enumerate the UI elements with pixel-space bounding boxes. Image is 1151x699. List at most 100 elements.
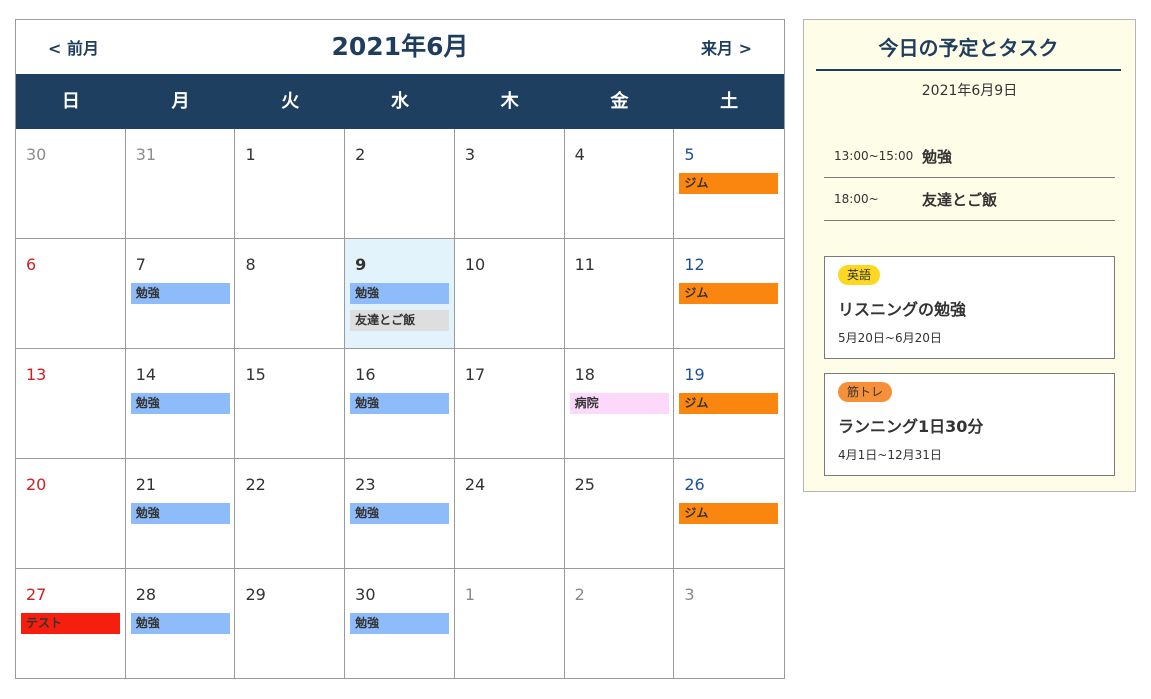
task-card[interactable]: 筋トレ ランニング1日30分 4月1日~12月31日 (824, 373, 1115, 476)
calendar-day[interactable]: 23 勉強 (345, 459, 455, 569)
task-date-range: 4月1日~12月31日 (838, 448, 942, 462)
event-bar[interactable]: 友達とご飯 (350, 310, 450, 331)
calendar-day[interactable]: 17 (454, 349, 565, 459)
weekday-label: 月 (171, 91, 190, 112)
day-number: 18 (574, 365, 595, 384)
calendar-day[interactable]: 28 勉強 (126, 569, 236, 678)
calendar-week: 30 31 1 2 3 4 5 ジム (16, 129, 785, 239)
schedule-item[interactable]: 18:00~ 友達とご飯 (824, 178, 1115, 221)
calendar-day[interactable]: 25 (564, 459, 675, 569)
day-events: 勉強 (130, 613, 230, 640)
day-number: 30 (355, 585, 376, 604)
calendar-day[interactable]: 27 テスト (16, 569, 126, 678)
task-tag: 英語 (838, 265, 881, 285)
day-number: 16 (355, 365, 376, 384)
calendar-day[interactable]: 5 ジム (674, 129, 785, 239)
event-bar[interactable]: ジム (679, 283, 779, 304)
calendar-day[interactable]: 18 病院 (564, 349, 675, 459)
panel-title: 今日の予定とタスク (816, 32, 1121, 71)
day-events: ジム (679, 503, 779, 530)
day-events: 勉強 (130, 283, 230, 310)
panel-date: 2021年6月9日 (921, 83, 1018, 99)
weekday-label: 木 (500, 91, 519, 112)
calendar-day[interactable]: 4 (564, 129, 675, 239)
calendar-day-today[interactable]: 9 勉強友達とご飯 (345, 239, 455, 349)
prev-month-link[interactable]: < 前月 (48, 39, 99, 58)
day-number: 1 (245, 145, 256, 164)
calendar-day[interactable]: 1 (235, 129, 346, 239)
day-number: 13 (26, 365, 47, 384)
calendar-day[interactable]: 31 (125, 129, 236, 239)
calendar-day[interactable]: 11 (564, 239, 675, 349)
day-number: 3 (464, 145, 476, 164)
calendar-day[interactable]: 19 ジム (674, 349, 785, 459)
event-bar[interactable]: 勉強 (130, 283, 230, 304)
calendar: < 前月 来月 > 2021年6月 日月火水木金土 30 31 1 2 3 4 5 ジム 6 7 勉… (15, 19, 785, 679)
day-number: 5 (684, 145, 695, 164)
calendar-day[interactable]: 6 (16, 239, 126, 349)
calendar-day[interactable]: 24 (454, 459, 565, 569)
event-bar[interactable]: 勉強 (130, 503, 230, 524)
calendar-day[interactable]: 30 (16, 129, 126, 239)
schedule-time: 18:00~ (834, 192, 879, 206)
event-bar[interactable]: 病院 (569, 393, 669, 414)
calendar-day[interactable]: 8 (235, 239, 346, 349)
day-number: 23 (355, 475, 376, 494)
calendar-day[interactable]: 7 勉強 (125, 239, 236, 349)
day-number: 10 (464, 255, 486, 274)
day-number: 2 (355, 145, 366, 164)
event-bar[interactable]: 勉強 (350, 393, 450, 414)
calendar-day[interactable]: 3 (674, 569, 784, 678)
calendar-day[interactable]: 12 ジム (674, 239, 785, 349)
day-number: 30 (26, 145, 47, 164)
calendar-day[interactable]: 2 (565, 569, 675, 678)
day-number: 12 (684, 255, 705, 274)
calendar-day[interactable]: 3 (454, 129, 565, 239)
day-events: テスト (21, 613, 120, 640)
calendar-day[interactable]: 15 (235, 349, 346, 459)
day-number: 9 (355, 255, 367, 274)
task-card[interactable]: 英語 リスニングの勉強 5月20日~6月20日 (824, 256, 1115, 359)
calendar-day[interactable]: 13 (16, 349, 126, 459)
calendar-day[interactable]: 14 勉強 (125, 349, 236, 459)
day-events: 勉強 (130, 503, 230, 530)
calendar-day[interactable]: 20 (16, 459, 126, 569)
schedule-title: 勉強 (922, 147, 953, 166)
day-number: 15 (245, 365, 266, 384)
calendar-day[interactable]: 2 (345, 129, 455, 239)
event-bar[interactable]: ジム (679, 173, 779, 194)
calendar-day[interactable]: 29 (235, 569, 346, 678)
day-events: 勉強 (350, 613, 450, 640)
day-events: ジム (679, 283, 779, 310)
day-events: 病院 (569, 393, 669, 420)
day-number: 26 (684, 475, 705, 494)
schedule-time: 13:00~15:00 (834, 149, 914, 163)
calendar-day[interactable]: 26 ジム (674, 459, 785, 569)
event-bar[interactable]: 勉強 (130, 613, 230, 634)
calendar-day[interactable]: 21 勉強 (125, 459, 236, 569)
event-bar[interactable]: テスト (21, 613, 120, 634)
next-month-link[interactable]: 来月 > (701, 39, 752, 58)
event-bar[interactable]: 勉強 (130, 393, 230, 414)
day-events: ジム (679, 173, 779, 200)
schedule-item[interactable]: 13:00~15:00 勉強 (824, 135, 1115, 178)
weekday-label: 日 (61, 91, 80, 112)
calendar-week: 13 14 勉強 15 16 勉強 17 18 病院 19 ジム (16, 349, 785, 459)
calendar-header: < 前月 来月 > (16, 20, 784, 74)
day-events: 勉強 (350, 393, 450, 420)
calendar-day[interactable]: 1 (455, 569, 565, 678)
day-events: 勉強 (130, 393, 230, 420)
calendar-day[interactable]: 22 (235, 459, 346, 569)
day-number: 29 (245, 585, 266, 604)
event-bar[interactable]: ジム (679, 393, 779, 414)
event-bar[interactable]: 勉強 (350, 613, 450, 634)
event-bar[interactable]: 勉強 (350, 503, 450, 524)
event-bar[interactable]: ジム (679, 503, 779, 524)
calendar-day[interactable]: 10 (454, 239, 565, 349)
day-events: 勉強 友達とご飯 (350, 283, 450, 337)
event-bar[interactable]: 勉強 (350, 283, 450, 304)
calendar-day[interactable]: 30 勉強 (345, 569, 455, 678)
day-number: 1 (464, 585, 476, 604)
weekday-label: 土 (720, 91, 739, 112)
calendar-day[interactable]: 16 勉強 (345, 349, 455, 459)
